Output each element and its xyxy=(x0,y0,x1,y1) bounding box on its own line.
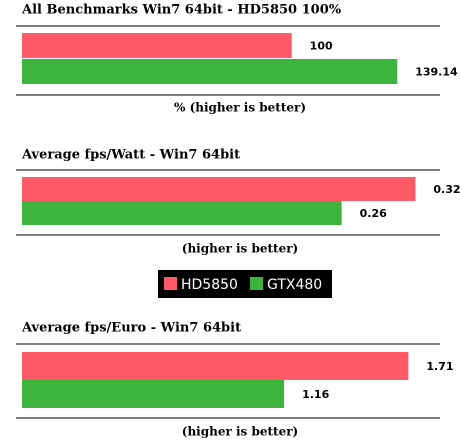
bar xyxy=(22,177,416,201)
bar xyxy=(22,59,398,84)
value-label: 0.26 xyxy=(360,207,387,220)
bar xyxy=(22,380,285,408)
legend-label: HD5850 xyxy=(181,277,238,293)
value-label: 139.14 xyxy=(415,66,458,79)
value-label: 1.71 xyxy=(426,360,453,373)
bar xyxy=(22,352,409,380)
x-axis-label: (higher is better) xyxy=(182,425,298,439)
value-label: 100 xyxy=(310,40,333,53)
legend-swatch xyxy=(250,277,263,290)
bar xyxy=(22,33,292,58)
value-label: 1.16 xyxy=(302,388,329,401)
legend-box xyxy=(158,270,332,298)
chart-title: All Benchmarks Win7 64bit - HD5850 100% xyxy=(21,3,342,18)
chart-title: Average fps/Euro - Win7 64bit xyxy=(21,321,241,336)
chart-title: Average fps/Watt - Win7 64bit xyxy=(21,148,240,163)
legend-swatch xyxy=(164,277,177,290)
value-label: 0.32 xyxy=(433,183,460,196)
x-axis-label: (higher is better) xyxy=(182,242,298,256)
bar xyxy=(22,201,342,225)
x-axis-label: % (higher is better) xyxy=(174,101,306,115)
legend-label: GTX480 xyxy=(267,277,322,293)
